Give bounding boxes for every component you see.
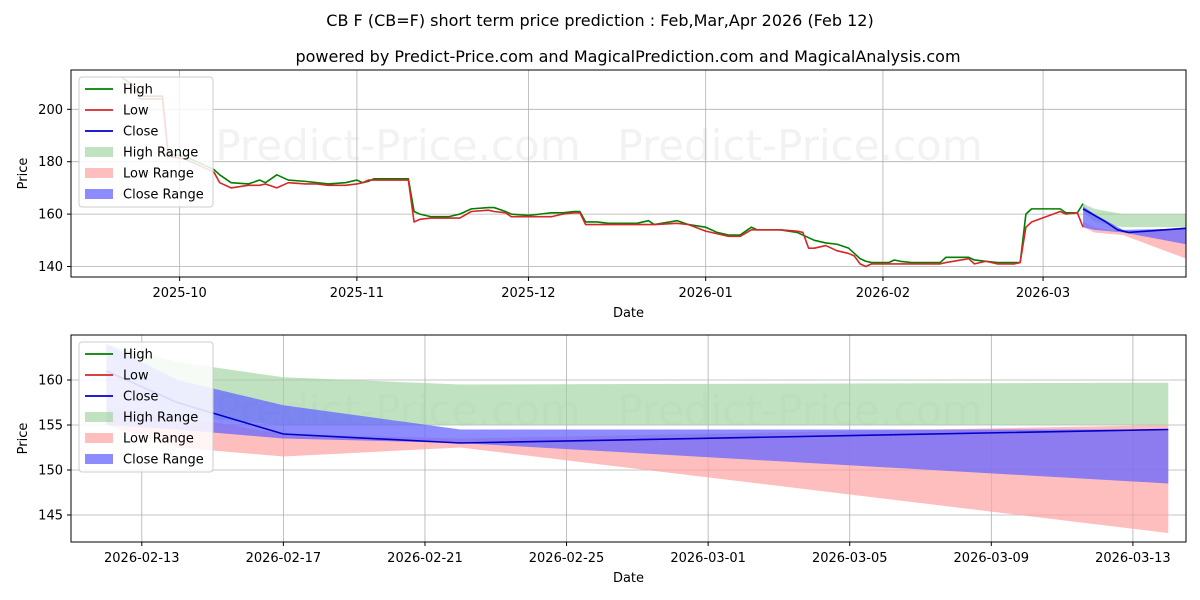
bottom-legend-swatch-close-range [85, 454, 113, 464]
top-legend-swatch-close-range [85, 189, 113, 199]
top-legend-label-low: Low [123, 104, 149, 119]
bottom-x-tick-label: 2026-02-13 [104, 551, 180, 566]
bottom-plot-area [106, 344, 1169, 533]
top-x-tick-label: 2025-12 [501, 286, 555, 301]
bottom-y-tick-label: 150 [38, 464, 63, 479]
top-y-tick-label: 160 [38, 208, 63, 223]
bottom-watermark: Predict-Price.com [215, 539, 580, 588]
top-y-tick-label: 200 [38, 103, 63, 118]
top-grid [71, 70, 1186, 277]
top-legend-label-high-range: High Range [123, 146, 198, 161]
top-x-axis-label: Date [613, 306, 644, 321]
top-y-tick-label: 180 [38, 155, 63, 170]
top-y-tick-label: 140 [38, 260, 63, 275]
bottom-x-axis-label: Date [613, 571, 644, 586]
top-legend-label-low-range: Low Range [123, 167, 194, 182]
top-x-tick-label: 2026-02 [856, 286, 910, 301]
chart-subtitle: powered by Predict-Price.com and Magical… [295, 47, 960, 66]
top-watermark: Predict-Price.com [617, 274, 982, 323]
top-legend: High Low Close High Range Low Range Close Ran… [78, 76, 214, 208]
top-x-tick-label: 2025-10 [152, 286, 206, 301]
top-watermark: Predict-Price.com [215, 121, 580, 170]
bottom-legend-swatch-low-range [85, 433, 113, 443]
top-watermark: Predict-Price.com [617, 121, 982, 170]
bottom-y-tick-label: 155 [38, 419, 63, 434]
top-high-line [122, 77, 1084, 264]
bottom-legend-swatch-high-range [85, 412, 113, 422]
top-close-line [1082, 208, 1186, 234]
chart-title: CB F (CB=F) short term price prediction … [326, 11, 873, 30]
bottom-high-range-band [106, 344, 1169, 425]
bottom-legend-label-close-range: Close Range [123, 453, 204, 468]
bottom-x-tick-label: 2026-02-21 [387, 551, 463, 566]
top-low-line [122, 82, 1084, 268]
top-legend-label-close-range: Close Range [123, 188, 204, 203]
bottom-close-range-band [106, 344, 1169, 484]
top-x-tick-label: 2025-11 [330, 286, 384, 301]
bottom-legend-label-high-range: High Range [123, 411, 198, 426]
bottom-y-tick-label: 145 [38, 509, 63, 524]
bottom-watermark: Predict-Price.com [617, 539, 982, 588]
top-panel: Predict-Price.com Predict-Price.com Predic… [16, 69, 1187, 323]
bottom-x-tick-label: 2026-03-13 [1095, 551, 1171, 566]
bottom-legend-label-low-range: Low Range [123, 432, 194, 447]
top-legend-swatch-low-range [85, 168, 113, 178]
top-high-range-band [1083, 203, 1186, 228]
bottom-y-tick-label: 160 [38, 374, 63, 389]
top-y-axis-label: Price [16, 158, 31, 190]
top-axes-frame [70, 69, 1187, 278]
top-x-tick-label: 2026-01 [679, 286, 733, 301]
bottom-legend-label-high: High [123, 348, 153, 363]
bottom-legend-label-low: Low [123, 369, 149, 384]
top-close-range-band [1083, 206, 1186, 245]
bottom-panel: Predict-Price.comPredict-Price.comPredic… [16, 334, 1187, 588]
bottom-x-tick-label: 2026-03-05 [812, 551, 888, 566]
top-legend-label-close: Close [123, 125, 158, 140]
top-legend-swatch-high-range [85, 147, 113, 157]
bottom-y-axis-label: Price [16, 423, 31, 455]
top-ticks: 2025-10 2025-11 2025-12 2026-01 2026-02 2026-… [38, 103, 1070, 301]
top-watermark: Predict-Price.com [215, 274, 580, 323]
bottom-x-tick-label: 2026-03-09 [954, 551, 1030, 566]
top-plot-area [122, 77, 1186, 268]
bottom-axes-frame [70, 334, 1187, 543]
bottom-x-tick-label: 2026-03-01 [670, 551, 746, 566]
bottom-legend-label-close: Close [123, 390, 158, 405]
bottom-x-tick-label: 2026-02-25 [529, 551, 605, 566]
bottom-ticks: 2026-02-13 2026-02-17 2026-02-21 2026-02-25… [38, 374, 1171, 567]
bottom-x-tick-label: 2026-02-17 [246, 551, 322, 566]
top-legend-label-high: High [123, 83, 153, 98]
top-x-tick-label: 2026-03 [1016, 286, 1070, 301]
bottom-legend: High Low Close High Range Low Range Close Ran… [78, 341, 214, 473]
